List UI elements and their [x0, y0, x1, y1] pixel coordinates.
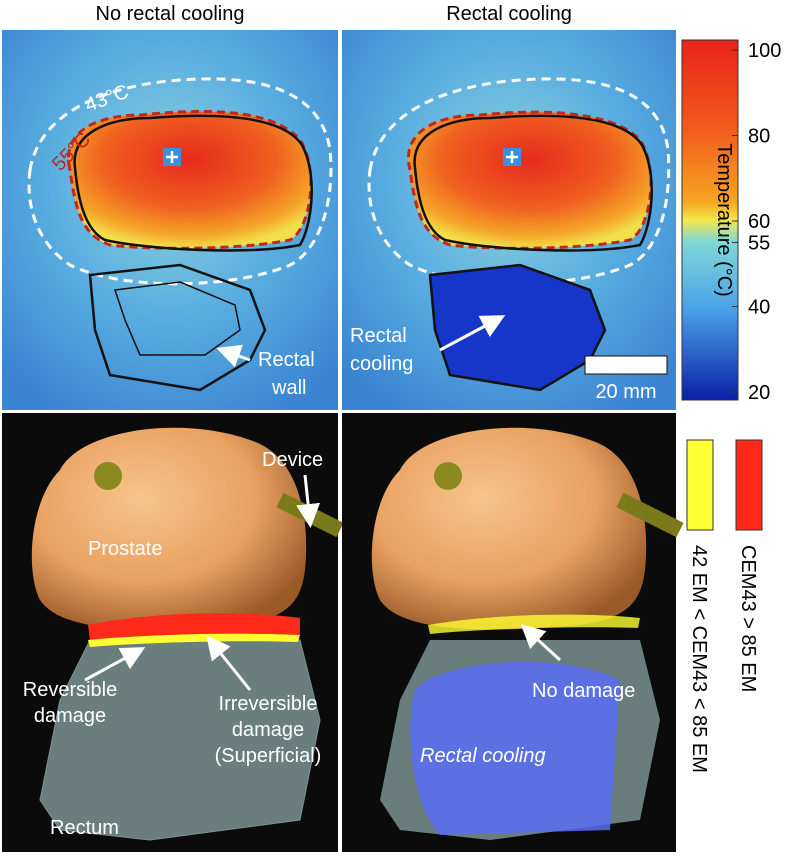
tick-label: 40 [748, 297, 770, 319]
legend-label: 42 EM < CEM43 < 85 EM [688, 545, 710, 773]
annotation: Reversible [23, 679, 117, 701]
legend: 42 EM < CEM43 < 85 EM CEM43 > 85 EM [686, 439, 763, 773]
legend-swatch [686, 439, 714, 531]
annotation: No damage [532, 680, 635, 702]
legend-label: CEM43 > 85 EM [737, 545, 759, 692]
annotation: Rectal [258, 349, 315, 371]
annotation: (Superficial) [215, 745, 322, 767]
annotation: cooling [350, 353, 413, 375]
colorbar-label: Temperature (°C) [713, 143, 735, 297]
annotation: wall [271, 377, 306, 399]
tick-label: 60 [748, 211, 770, 233]
annotation: Device [262, 449, 323, 471]
heatmap-right [342, 30, 676, 410]
legend-swatch [735, 439, 763, 531]
annotation: Rectum [50, 817, 119, 839]
annotation: Irreversible [219, 693, 318, 715]
heatmap-left [2, 30, 338, 410]
tick-label: 55 [748, 232, 770, 254]
render-left [2, 413, 344, 852]
colorbar [681, 39, 739, 401]
scale-bar-label: 20 mm [595, 381, 656, 403]
panel-title: No rectal cooling [96, 3, 245, 25]
annotation: Rectal [350, 325, 407, 347]
annotation: damage [34, 705, 106, 727]
tick-label: 100 [748, 40, 781, 62]
tick-label: 20 [748, 382, 770, 404]
annotation: Rectal cooling [420, 745, 546, 767]
panel-title: Rectal cooling [446, 3, 572, 25]
render-right [342, 413, 684, 852]
tick-label: 80 [748, 126, 770, 148]
annotation: Prostate [88, 538, 162, 560]
annotation: damage [232, 719, 304, 741]
